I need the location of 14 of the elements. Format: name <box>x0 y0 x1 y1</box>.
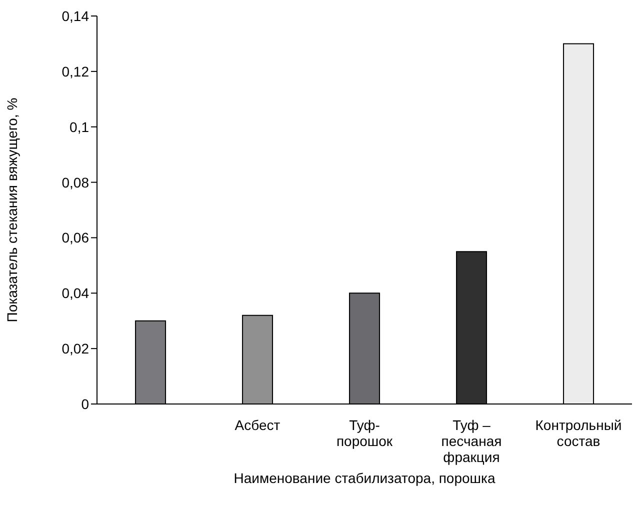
x-tick-label: Асбест <box>234 417 281 433</box>
y-axis-title: Показатель стекания вяжущего, % <box>4 98 20 322</box>
x-tick-label: Туф – песчаная фракция <box>441 417 502 465</box>
y-tick-label: 0,1 <box>70 118 90 135</box>
y-tick-label: 0,06 <box>62 230 90 246</box>
y-tick-label: 0 <box>81 396 90 412</box>
y-tick-label: 0,12 <box>62 63 90 80</box>
y-tick-label: 0,04 <box>62 285 90 302</box>
x-tick-label: Туф- порошок <box>336 417 394 449</box>
x-tick-label: Контрольный состав <box>535 417 622 449</box>
x-axis-title: Наименование стабилизатора, порошка <box>234 470 496 486</box>
y-tick-label: 0,08 <box>62 174 90 190</box>
y-tick-label: 0,14 <box>62 8 90 24</box>
y-tick-label: 0,02 <box>62 340 90 357</box>
